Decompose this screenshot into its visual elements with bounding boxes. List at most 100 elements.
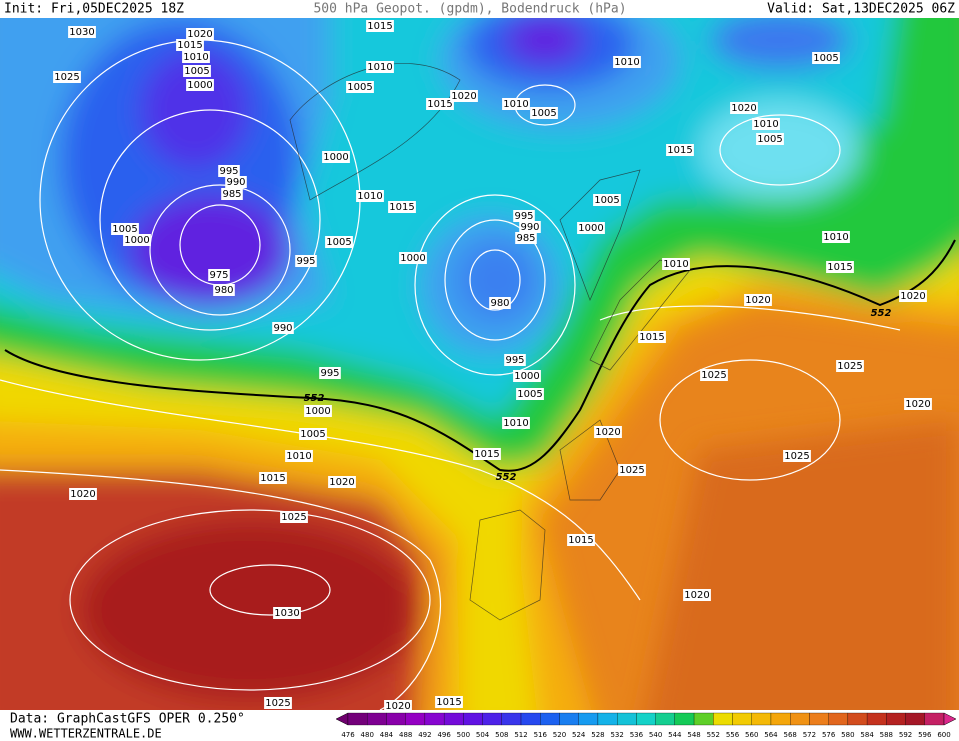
- colorbar-cell: [713, 712, 733, 726]
- isobar-label: 1025: [784, 451, 809, 462]
- isobar-label-bg: [822, 231, 850, 243]
- colorbar-cell: [732, 712, 752, 726]
- isobar-label-bg: [366, 61, 394, 73]
- coastlines: [289, 63, 691, 621]
- colorbar-cell: [674, 712, 695, 726]
- isobar-label: 1010: [183, 52, 208, 63]
- isobar-label-bg: [904, 398, 932, 410]
- isobar-label-bg: [744, 294, 772, 306]
- colorbar-cell: [540, 712, 560, 726]
- colorbar-cell: [386, 712, 406, 726]
- colorbar: 476 480 484 488 492 496 500 504 508 512 516 520 524 5…: [335, 712, 957, 739]
- isobar-label: 985: [222, 189, 241, 200]
- colorbar-cell: [905, 712, 925, 726]
- isobar-label-bg: [225, 176, 247, 188]
- isobar-label: 995: [505, 355, 524, 366]
- colorbar-label: 556: [726, 731, 740, 739]
- colorbar-cell: [655, 712, 675, 726]
- isobar-label-bg: [426, 98, 454, 110]
- isobar-label: 975: [209, 270, 228, 281]
- isobar-label-bg: [273, 607, 301, 619]
- isobar-label-bg: [264, 697, 292, 709]
- isobar-label-bg: [513, 210, 535, 222]
- colorbar-label: 536: [630, 731, 644, 739]
- contour-label: 552: [496, 472, 517, 483]
- isobar-label: 1010: [357, 191, 382, 202]
- isobar-label-bg: [183, 65, 211, 77]
- colorbar-label: 500: [457, 731, 470, 739]
- colorbar-cell: [482, 712, 502, 726]
- isobar-label: 1020: [684, 590, 709, 601]
- isobar-label-bg: [346, 81, 374, 93]
- isobar-label-bg: [272, 322, 294, 334]
- colorbar-cell: [405, 712, 426, 726]
- isobar-label-bg: [666, 144, 694, 156]
- isobar-label: 1000: [578, 223, 603, 234]
- isobar-label-bg: [328, 476, 356, 488]
- colorbar-label: 592: [899, 731, 912, 739]
- isobar-label: 1020: [731, 103, 756, 114]
- isobar-label-bg: [473, 448, 501, 460]
- isobar-label-bg: [356, 190, 384, 202]
- colorbar-label: 476: [341, 731, 355, 739]
- isobar-label-bg: [567, 534, 595, 546]
- isobar-label: 1005: [300, 429, 325, 440]
- isobar-label-bg: [730, 102, 758, 114]
- colorbar-cell: [847, 712, 868, 726]
- colorbar-cell: [597, 712, 618, 726]
- colorbar-label: 540: [649, 731, 662, 739]
- isobar-label-bg: [186, 79, 214, 91]
- isobar-label: 1020: [595, 427, 620, 438]
- isobar-label: 1020: [745, 295, 770, 306]
- isobar-label-bg: [388, 201, 416, 213]
- isobar-label: 1010: [753, 119, 778, 130]
- colorbar-cell: [790, 712, 810, 726]
- isobar-label: 1015: [427, 99, 452, 110]
- isobar-label: 990: [273, 323, 292, 334]
- isobar-label: 995: [296, 256, 315, 267]
- isobar-label: 980: [214, 285, 233, 296]
- colorbar-cell: [770, 712, 791, 726]
- colorbar-cell: [424, 712, 445, 726]
- colorbar-label: 580: [841, 731, 854, 739]
- colorbar-cell: [520, 712, 541, 726]
- isobar-label-bg: [662, 258, 690, 270]
- isobar-label: 1030: [69, 27, 94, 38]
- isobar-label: 995: [514, 211, 533, 222]
- colorbar-cell: [809, 712, 829, 726]
- isobar-label-bg: [700, 369, 728, 381]
- colorbar-label: 564: [764, 731, 778, 739]
- isobar-label: 1000: [124, 235, 149, 246]
- isobar-label-bg: [489, 297, 511, 309]
- isobar-label-bg: [752, 118, 780, 130]
- isobar-label: 1015: [474, 449, 499, 460]
- isobar-label: 1020: [70, 489, 95, 500]
- isobar-label: 995: [320, 368, 339, 379]
- colorbar-label: 544: [668, 731, 682, 739]
- colorbar-cell: [617, 712, 637, 726]
- isobar-label-bg: [182, 51, 210, 63]
- isobar-label-bg: [68, 26, 96, 38]
- isobar-label: 1005: [531, 108, 556, 119]
- isobar-label: 1020: [451, 91, 476, 102]
- isobar-label: 1000: [400, 253, 425, 264]
- isobar-label: 1015: [639, 332, 664, 343]
- isobar-label-bg: [213, 284, 235, 296]
- isobar-label: 1010: [503, 418, 528, 429]
- isobar-label: 1010: [367, 62, 392, 73]
- site: WWW.WETTERZENTRALE.DE: [10, 727, 162, 741]
- colorbar-cell: [367, 712, 387, 726]
- isobar-label-bg: [285, 450, 313, 462]
- isobar-label-bg: [502, 417, 530, 429]
- isobar-labels: 1030 102010151010100510001025101510101005…: [53, 20, 932, 710]
- isobar-label-bg: [899, 290, 927, 302]
- isobar-label-bg: [295, 255, 317, 267]
- colorbar-label: 504: [476, 731, 490, 739]
- isobar-label-bg: [836, 360, 864, 372]
- isobar-label: 1005: [517, 389, 542, 400]
- isobar-label-bg: [530, 107, 558, 119]
- isobar-label-bg: [384, 700, 412, 710]
